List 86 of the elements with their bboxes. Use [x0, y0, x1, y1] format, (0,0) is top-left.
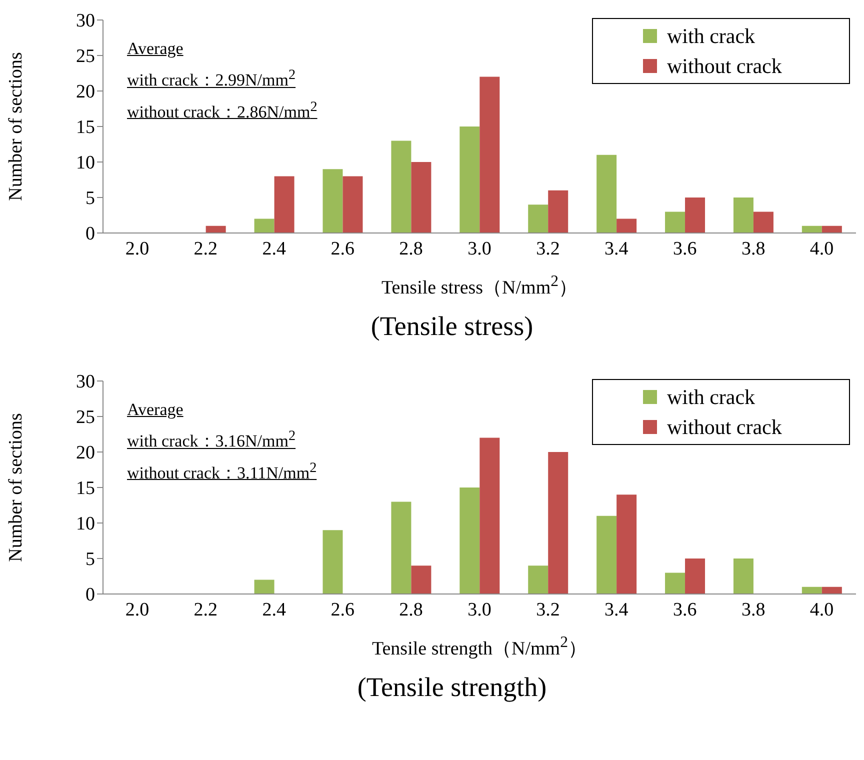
- y-tick-label: 10: [76, 152, 95, 174]
- x-tick-label: 2.2: [194, 238, 218, 260]
- y-tick-label: 5: [86, 549, 95, 570]
- bar: [342, 176, 363, 233]
- x-tick-label: 3.8: [741, 599, 766, 620]
- bar: [460, 488, 480, 594]
- bar: [822, 586, 842, 594]
- y-tick-label: 15: [76, 117, 95, 138]
- annotation: with crack：3.16N/mm$^{2}$: [127, 427, 297, 453]
- bar: [548, 452, 568, 594]
- bar: [528, 204, 548, 233]
- x-tick-label: 2.8: [399, 599, 423, 620]
- y-tick-label: 15: [76, 478, 95, 500]
- x-tick-label: 3.0: [468, 238, 492, 260]
- bar: [753, 212, 774, 233]
- legend-label: without crack: [667, 414, 782, 441]
- bar: [685, 198, 706, 233]
- x-tick-label: 3.4: [604, 238, 629, 260]
- bar: [322, 169, 343, 233]
- x-tick-label: 3.2: [536, 238, 560, 260]
- bar: [528, 566, 548, 594]
- bar: [391, 502, 412, 594]
- x-tick-label: 2.0: [125, 599, 150, 620]
- y-tick-label: 25: [76, 46, 95, 68]
- bar: [616, 218, 637, 233]
- x-tick-label: 2.2: [194, 599, 218, 620]
- bar: [411, 162, 432, 233]
- y-tick-label: 20: [76, 82, 95, 103]
- annotation: without crack：2.86N/mm$^{2}$: [127, 98, 318, 124]
- bar: [802, 226, 822, 233]
- text: (Tensile stress): [370, 310, 534, 343]
- bar: [733, 558, 754, 594]
- x-tick-label: 2.8: [399, 238, 423, 260]
- x-axis-title: Tensile stress（N/mm$^{2}$）: [380, 273, 579, 300]
- bar: [254, 218, 274, 233]
- y-tick-label: 30: [76, 10, 95, 32]
- x-axis-title: Tensile strength（N/mm$^{2}$）: [370, 634, 588, 662]
- y-axis-title: Number of sections: [6, 413, 27, 562]
- x-tick-label: 3.8: [741, 238, 766, 260]
- bar: [616, 494, 637, 594]
- legend-label: with crack: [667, 384, 756, 411]
- bar: [548, 190, 568, 233]
- y-tick-label: 10: [76, 514, 95, 535]
- bar: [685, 558, 706, 594]
- x-tick-label: 4.0: [810, 599, 834, 620]
- y-tick-label: 0: [86, 224, 95, 245]
- bar: [802, 586, 822, 594]
- y-axis-title: Number of sections: [6, 52, 27, 201]
- bar: [665, 572, 686, 594]
- bar: [206, 226, 226, 233]
- x-tick-label: 3.6: [672, 238, 697, 260]
- annotation: Average: [127, 38, 184, 60]
- bar: [322, 530, 343, 594]
- y-tick-label: 0: [86, 584, 95, 606]
- x-tick-label: 2.4: [262, 238, 287, 260]
- bar: [665, 212, 686, 233]
- x-tick-label: 4.0: [810, 238, 834, 260]
- y-tick-label: 5: [86, 188, 95, 210]
- x-tick-label: 3.4: [604, 599, 629, 620]
- x-tick-label: 2.0: [125, 238, 150, 260]
- annotation: without crack：3.11N/mm$^{2}$: [127, 458, 317, 484]
- bar: [460, 126, 480, 233]
- bar: [822, 226, 842, 233]
- bar: [391, 140, 412, 233]
- x-tick-label: 2.4: [262, 599, 287, 620]
- y-tick-label: 30: [76, 372, 95, 393]
- bar: [733, 198, 754, 233]
- bar: [480, 438, 500, 594]
- x-tick-label: 3.0: [468, 599, 492, 620]
- bar: [411, 566, 432, 594]
- bar: [596, 516, 617, 594]
- y-tick-label: 25: [76, 407, 95, 428]
- text: (Tensile strength): [356, 671, 548, 704]
- x-tick-label: 3.2: [536, 599, 560, 620]
- annotation: with crack：2.99N/mm$^{2}$: [127, 66, 297, 92]
- bar: [596, 154, 617, 233]
- x-tick-label: 2.6: [330, 599, 354, 620]
- x-tick-label: 2.6: [330, 238, 354, 260]
- x-tick-label: 3.6: [672, 599, 697, 620]
- legend-label: without crack: [667, 53, 782, 80]
- y-tick-label: 20: [76, 442, 95, 464]
- annotation: Average: [127, 399, 184, 421]
- legend-label: with crack: [667, 23, 756, 50]
- bar: [274, 176, 294, 233]
- bar: [480, 76, 500, 233]
- bar: [254, 580, 274, 594]
